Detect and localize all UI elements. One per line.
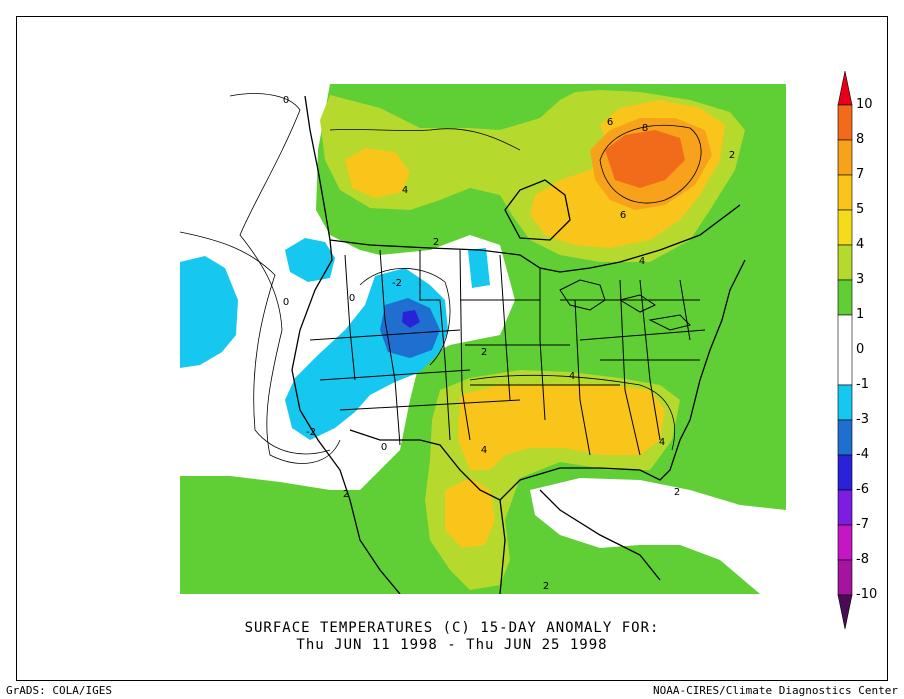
anomaly-region-hot-mexico <box>445 478 495 548</box>
anomaly-region-cold-dakota <box>468 248 490 288</box>
contour-label: 4 <box>659 437 665 448</box>
colorbar-neg3-neg1 <box>837 384 853 421</box>
source-credit: NOAA-CIRES/Climate Diagnostics Center <box>652 684 898 697</box>
anomaly-region-coldest-rockies <box>402 310 420 328</box>
colorbar-7-8 <box>837 139 853 176</box>
contour-label: 4 <box>569 371 575 382</box>
contour-label: 0 <box>381 442 387 453</box>
colorbar-label: -10 <box>856 587 878 602</box>
colorbar-8-10 <box>837 104 853 141</box>
contour-label: 2 <box>729 150 735 161</box>
colorbar-below-neg10 <box>837 594 853 630</box>
contour-two-north <box>329 128 521 151</box>
contour-label: 2 <box>343 489 349 500</box>
contour-label: 0 <box>283 297 289 308</box>
contour-label: 2 <box>543 581 549 592</box>
colorbar-label: 3 <box>856 272 865 287</box>
map-title: SURFACE TEMPERATURES (C) 15-DAY ANOMALY … <box>244 620 660 636</box>
colorbar-above-10 <box>837 70 853 106</box>
colorbar-label: 10 <box>856 97 873 112</box>
contour-label: 4 <box>639 256 645 267</box>
contour-label: 2 <box>433 237 439 248</box>
contour-label: 4 <box>481 445 487 456</box>
hudson-bay-coast <box>504 179 571 241</box>
colorbar-neg7-neg6 <box>837 489 853 526</box>
colorbar-5-7 <box>837 174 853 211</box>
colorbar-label: 7 <box>856 167 865 182</box>
colorbar-neg6-neg4 <box>837 454 853 491</box>
contour-label: 2 <box>481 347 487 358</box>
colorbar-neg10-neg8 <box>837 559 853 596</box>
anomaly-region-hot-south <box>458 385 665 470</box>
contour-zero-pacific <box>229 93 341 464</box>
colorbar-label: 1 <box>856 307 865 322</box>
color-bar <box>837 70 853 630</box>
anomaly-region-cold-pacific <box>180 256 238 368</box>
contour-label: -2 <box>306 427 316 438</box>
contour-label: 0 <box>283 95 289 106</box>
colorbar-label: -3 <box>856 412 869 427</box>
contour-label: 6 <box>607 117 613 128</box>
state-lines-west <box>309 249 521 446</box>
mexico-coastline <box>499 489 661 594</box>
contour-zero-inner <box>180 231 331 455</box>
pacific-coastline <box>291 95 401 594</box>
colorbar-label: -6 <box>856 482 869 497</box>
anomaly-region-cold-northwest <box>285 238 335 282</box>
state-lines-east <box>560 279 706 441</box>
anomaly-region-extreme-hot-quebec <box>605 130 685 188</box>
colorbar-4-5 <box>837 209 853 246</box>
us-mexico-border <box>349 429 501 501</box>
contour-label: -2 <box>392 278 402 289</box>
colorbar-label: 0 <box>856 342 865 357</box>
colorbar-neg1-1 <box>837 314 853 386</box>
contour-label: 2 <box>674 487 680 498</box>
contour-label: 8 <box>642 123 648 134</box>
state-lines-central <box>459 249 641 456</box>
contour-label: 6 <box>620 210 626 221</box>
great-lakes <box>559 279 691 331</box>
colorbar-label: 8 <box>856 132 865 147</box>
software-credit: GrADS: COLA/IGES <box>6 684 112 697</box>
gulf-coastline <box>499 259 746 501</box>
colorbar-neg4-neg3 <box>837 419 853 456</box>
colorbar-3-4 <box>837 244 853 281</box>
colorbar-label: -7 <box>856 517 869 532</box>
contour-label: 4 <box>402 185 408 196</box>
colorbar-label: 5 <box>856 202 865 217</box>
contour-label: 0 <box>349 293 355 304</box>
colorbar-label: -1 <box>856 377 869 392</box>
colorbar-label: 4 <box>856 237 865 252</box>
colorbar-label: -8 <box>856 552 869 567</box>
map-date-range: Thu JUN 11 1998 - Thu JUN 25 1998 <box>296 637 608 653</box>
us-canada-border <box>329 204 741 273</box>
colorbar-1-3 <box>837 279 853 316</box>
contour-four-south <box>469 375 676 451</box>
anomaly-region-hot-north-plains <box>345 148 410 198</box>
colorbar-neg8-neg7 <box>837 524 853 561</box>
anomaly-region-neutral-gulf <box>530 478 786 594</box>
colorbar-label: -4 <box>856 447 869 462</box>
contour-six-quebec <box>599 125 702 204</box>
